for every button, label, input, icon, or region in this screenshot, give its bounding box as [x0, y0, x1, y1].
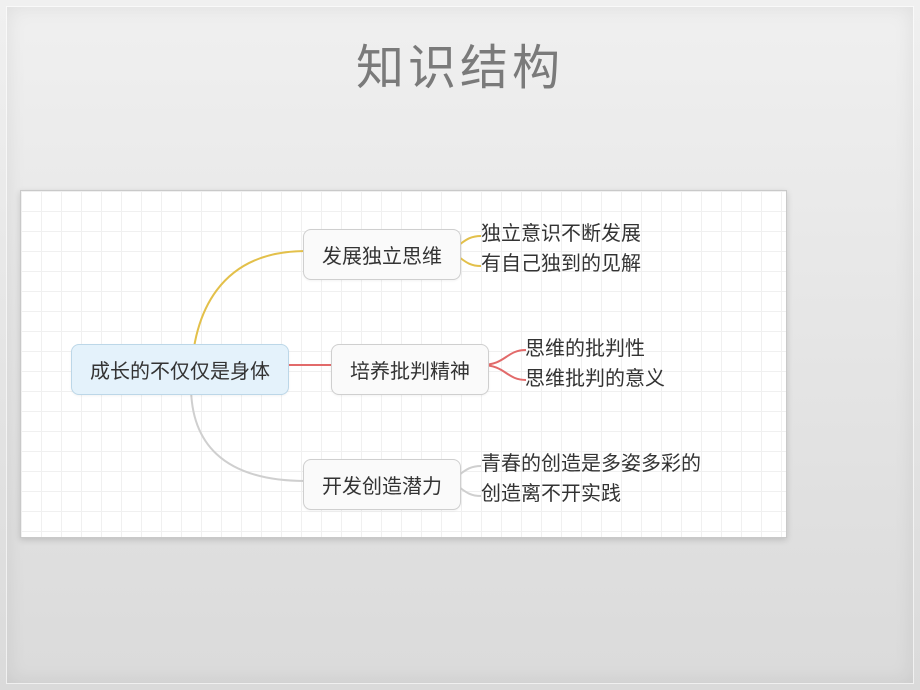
page-title: 知识结构 — [0, 28, 920, 98]
node-root: 成长的不仅仅是身体 — [71, 344, 289, 395]
edge-root-n3 — [191, 386, 306, 481]
leaf-group-1: 独立意识不断发展 有自己独到的见解 — [481, 219, 641, 279]
node-branch-2: 培养批判精神 — [331, 344, 489, 395]
node-root-label: 成长的不仅仅是身体 — [90, 361, 270, 383]
node-branch-3-label: 开发创造潜力 — [322, 476, 442, 498]
node-branch-1: 发展独立思维 — [303, 229, 461, 280]
leaf-1a: 独立意识不断发展 — [481, 219, 641, 249]
leaf-group-2: 思维的批判性 思维批判的意义 — [525, 334, 665, 394]
node-branch-1-label: 发展独立思维 — [322, 246, 442, 268]
leaf-3a: 青春的创造是多姿多彩的 — [481, 449, 701, 479]
leaf-2a: 思维的批判性 — [525, 334, 665, 364]
node-branch-2-label: 培养批判精神 — [350, 361, 470, 383]
leaf-group-3: 青春的创造是多姿多彩的 创造离不开实践 — [481, 449, 701, 509]
leaf-3b: 创造离不开实践 — [481, 479, 701, 509]
leaf-2b: 思维批判的意义 — [525, 364, 665, 394]
leaf-1b: 有自己独到的见解 — [481, 249, 641, 279]
node-branch-3: 开发创造潜力 — [303, 459, 461, 510]
mindmap-panel: 成长的不仅仅是身体 发展独立思维 培养批判精神 开发创造潜力 独立意识不断发展 … — [20, 190, 787, 538]
